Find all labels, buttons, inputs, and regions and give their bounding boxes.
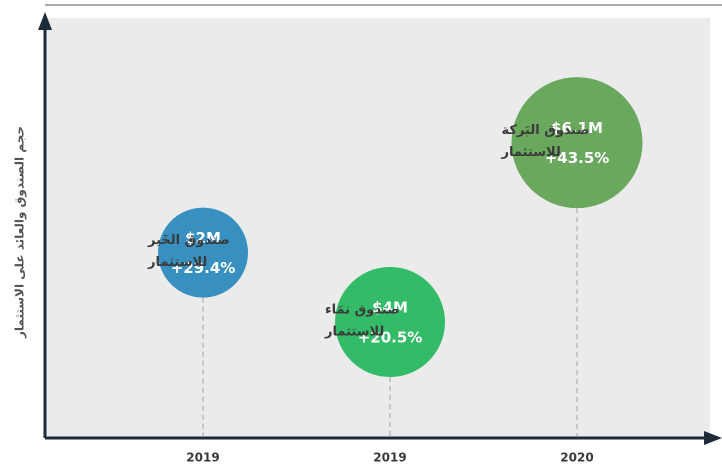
size-label: $2M <box>185 229 221 247</box>
bubble <box>335 267 445 377</box>
x-axis-arrow <box>704 431 722 445</box>
fund-name: للاستثمار <box>147 255 207 270</box>
x-tick-label: 2019 <box>373 451 406 465</box>
return-label: +43.5% <box>545 149 610 167</box>
return-label: +29.4% <box>171 259 236 277</box>
return-label: +20.5% <box>358 329 423 347</box>
fund-name: صندوق الخَير <box>147 233 230 248</box>
size-label: $6.1M <box>551 119 603 137</box>
y-axis-label: حجم الصندوق والعائد على الاستثمار <box>13 126 28 339</box>
x-tick-label: 2019 <box>186 451 219 465</box>
fund-name: صندوق البَركة <box>502 123 590 138</box>
size-label: $4M <box>372 299 408 317</box>
bubble <box>511 77 643 209</box>
fund-name: للاستثمار <box>501 145 561 160</box>
fund-name: للاستثمار <box>324 325 384 340</box>
bubble <box>158 207 248 298</box>
fund-name: صندوق نمَاء <box>325 303 400 318</box>
y-axis-arrow <box>38 12 52 30</box>
x-tick-label: 2020 <box>560 451 593 465</box>
